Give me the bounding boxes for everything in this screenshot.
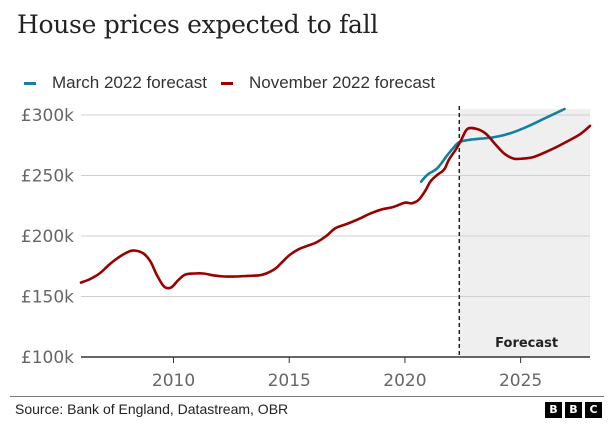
y-tick-label: £250k	[21, 167, 74, 187]
bbc-logo-letter: B	[565, 402, 582, 418]
x-tick-label: 2025	[499, 371, 542, 391]
chart-title: House prices expected to fall	[17, 10, 379, 39]
x-tick-label: 2015	[268, 371, 311, 391]
y-tick-label: £200k	[21, 227, 74, 247]
legend-label-march-2022: March 2022 forecast	[52, 73, 207, 92]
footer-divider	[10, 396, 604, 397]
legend-swatch-march-2022	[24, 81, 36, 85]
y-tick-label: £300k	[21, 106, 74, 126]
series-line-march-2022	[419, 107, 566, 183]
legend-label-november-2022: November 2022 forecast	[248, 73, 436, 92]
forecast-label: Forecast	[495, 336, 558, 351]
bbc-logo: B B C	[542, 402, 602, 418]
x-tick-label: 2010	[152, 371, 195, 391]
legend-item-november-2022: November 2022 forecast	[220, 73, 436, 93]
forecast-shade	[459, 109, 590, 357]
source-note: Source: Bank of England, Datastream, OBR	[15, 401, 289, 417]
series-line-november-2022	[79, 124, 592, 290]
bbc-logo-letter: B	[545, 402, 562, 418]
y-tick-label: £100k	[21, 348, 74, 368]
bbc-logo-letter: C	[585, 402, 602, 418]
x-tick-label: 2020	[383, 371, 426, 391]
legend: March 2022 forecast November 2022 foreca…	[24, 73, 449, 93]
y-tick-label: £150k	[21, 288, 74, 308]
legend-item-march-2022: March 2022 forecast	[24, 73, 207, 93]
legend-swatch-november-2022	[220, 81, 233, 85]
